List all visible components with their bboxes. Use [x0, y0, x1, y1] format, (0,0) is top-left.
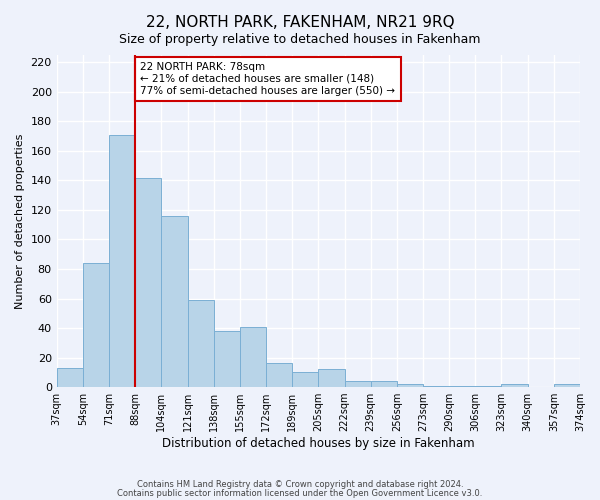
Bar — [423, 386, 449, 387]
Text: 22, NORTH PARK, FAKENHAM, NR21 9RQ: 22, NORTH PARK, FAKENHAM, NR21 9RQ — [146, 15, 454, 30]
Bar — [292, 372, 319, 387]
Bar — [135, 178, 161, 387]
Text: Size of property relative to detached houses in Fakenham: Size of property relative to detached ho… — [119, 32, 481, 46]
Bar — [240, 326, 266, 387]
Bar — [371, 381, 397, 387]
Bar — [83, 263, 109, 387]
Text: Contains HM Land Registry data © Crown copyright and database right 2024.: Contains HM Land Registry data © Crown c… — [137, 480, 463, 489]
Bar — [214, 331, 240, 387]
Bar — [266, 364, 292, 387]
Bar — [502, 384, 527, 387]
X-axis label: Distribution of detached houses by size in Fakenham: Distribution of detached houses by size … — [162, 437, 475, 450]
Bar — [109, 134, 135, 387]
Bar — [475, 386, 502, 387]
Bar — [319, 370, 344, 387]
Text: Contains public sector information licensed under the Open Government Licence v3: Contains public sector information licen… — [118, 488, 482, 498]
Bar — [397, 384, 423, 387]
Text: 22 NORTH PARK: 78sqm
← 21% of detached houses are smaller (148)
77% of semi-deta: 22 NORTH PARK: 78sqm ← 21% of detached h… — [140, 62, 395, 96]
Bar — [161, 216, 187, 387]
Bar — [344, 381, 371, 387]
Y-axis label: Number of detached properties: Number of detached properties — [15, 134, 25, 308]
Bar — [554, 384, 580, 387]
Bar — [449, 386, 475, 387]
Bar — [187, 300, 214, 387]
Bar — [56, 368, 83, 387]
